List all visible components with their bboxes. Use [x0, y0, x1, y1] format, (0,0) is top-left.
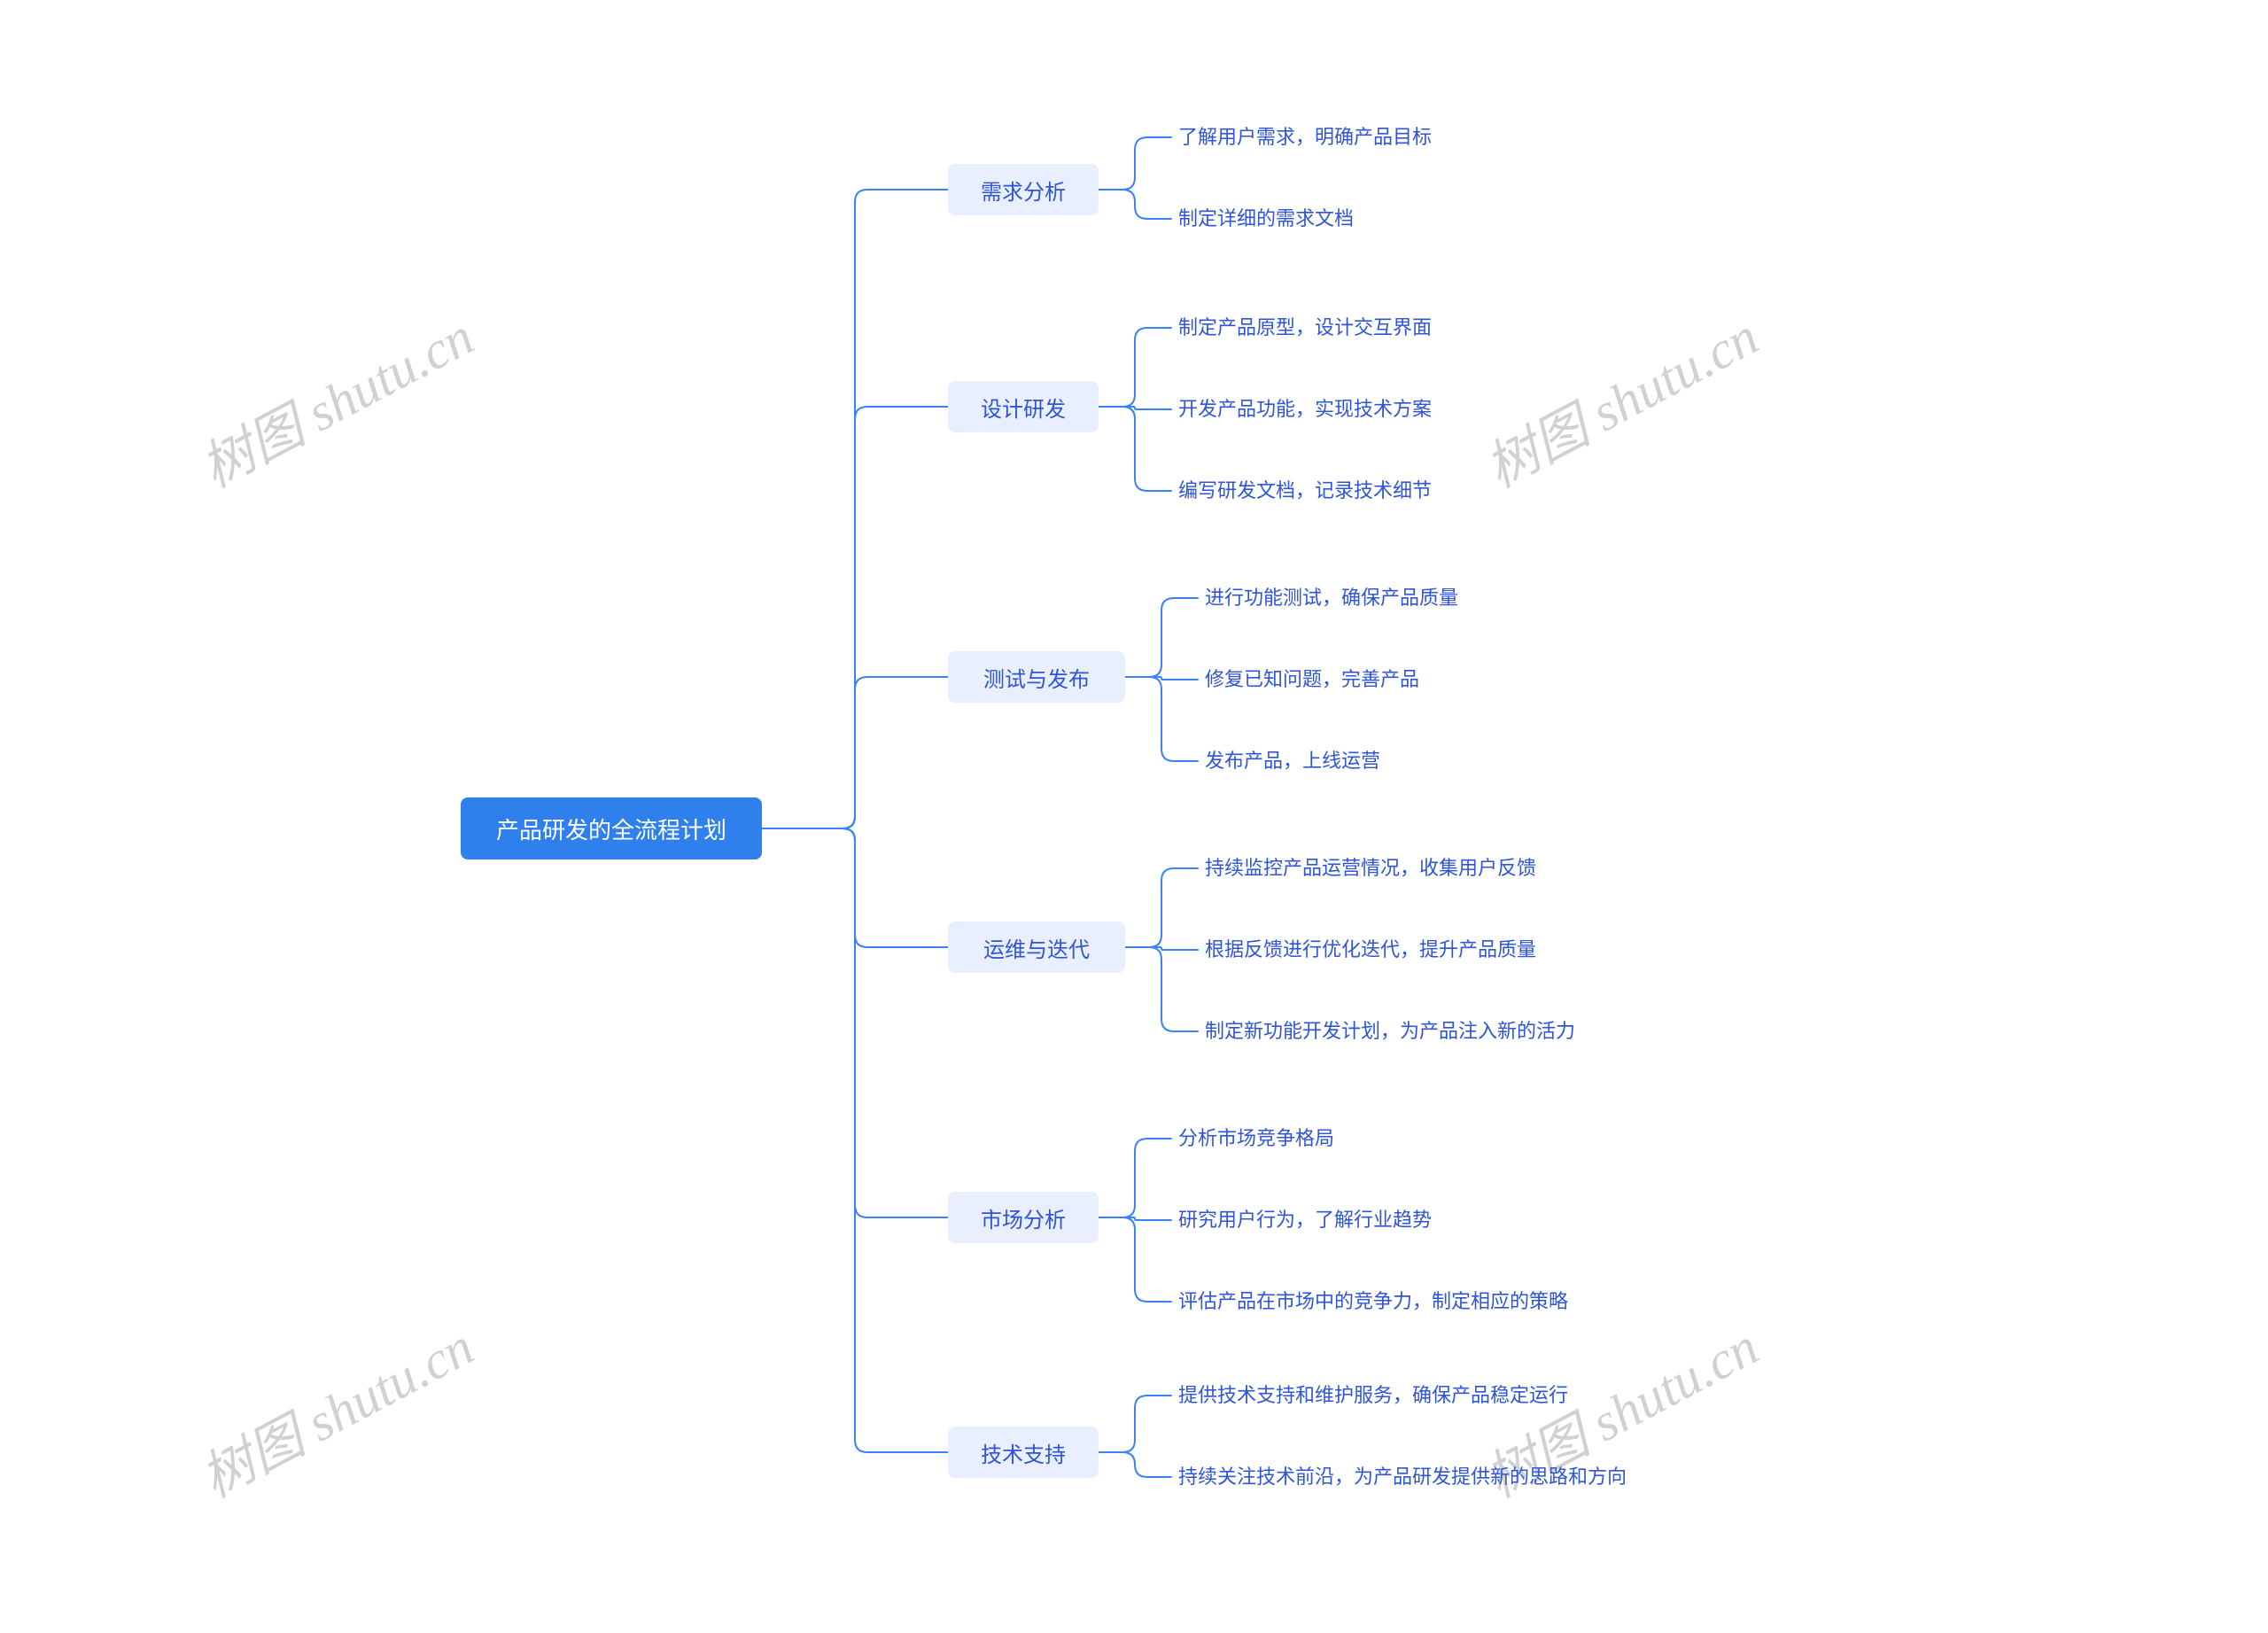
leaf-node-2-1: 修复已知问题，完善产品	[1205, 666, 1419, 693]
branch-node-2: 测试与发布	[948, 651, 1125, 703]
branch-node-5-label: 技术支持	[981, 1437, 1066, 1468]
branch-node-0-label: 需求分析	[981, 175, 1066, 206]
watermark: 树图 shutu.cn	[1470, 294, 1769, 502]
branch-node-3: 运维与迭代	[948, 921, 1125, 973]
leaf-node-2-0: 进行功能测试，确保产品质量	[1205, 585, 1458, 611]
leaf-node-3-0: 持续监控产品运营情况，收集用户反馈	[1205, 855, 1536, 882]
leaf-node-1-1: 开发产品功能，实现技术方案	[1178, 396, 1432, 423]
root-node: 产品研发的全流程计划	[461, 797, 762, 859]
branch-node-2-label: 测试与发布	[983, 662, 1090, 693]
leaf-node-0-0: 了解用户需求，明确产品目标	[1178, 124, 1432, 151]
connector-layer	[0, 0, 2268, 1633]
watermark: 树图 shutu.cn	[185, 294, 485, 502]
branch-node-4: 市场分析	[948, 1192, 1099, 1243]
watermark: 树图 shutu.cn	[185, 1304, 485, 1512]
leaf-node-1-0: 制定产品原型，设计交互界面	[1178, 315, 1432, 341]
leaf-node-4-0: 分析市场竞争格局	[1178, 1125, 1334, 1152]
branch-node-3-label: 运维与迭代	[983, 932, 1090, 963]
leaf-node-1-2: 编写研发文档，记录技术细节	[1178, 478, 1432, 504]
branch-node-1-label: 设计研发	[981, 392, 1066, 423]
leaf-node-3-1: 根据反馈进行优化迭代，提升产品质量	[1205, 937, 1536, 963]
mindmap-canvas: 树图 shutu.cn树图 shutu.cn树图 shutu.cn树图 shut…	[0, 0, 2268, 1633]
leaf-node-4-2: 评估产品在市场中的竞争力，制定相应的策略	[1178, 1288, 1568, 1315]
leaf-node-5-1: 持续关注技术前沿，为产品研发提供新的思路和方向	[1178, 1464, 1627, 1490]
root-node-label: 产品研发的全流程计划	[496, 813, 726, 845]
leaf-node-4-1: 研究用户行为，了解行业趋势	[1178, 1207, 1432, 1233]
leaf-node-5-0: 提供技术支持和维护服务，确保产品稳定运行	[1178, 1382, 1568, 1409]
leaf-node-0-1: 制定详细的需求文档	[1178, 206, 1354, 232]
branch-node-1: 设计研发	[948, 381, 1099, 432]
leaf-node-3-2: 制定新功能开发计划，为产品注入新的活力	[1205, 1018, 1575, 1045]
branch-node-5: 技术支持	[948, 1427, 1099, 1478]
branch-node-0: 需求分析	[948, 164, 1099, 215]
leaf-node-2-2: 发布产品，上线运营	[1205, 748, 1380, 774]
branch-node-4-label: 市场分析	[981, 1202, 1066, 1233]
